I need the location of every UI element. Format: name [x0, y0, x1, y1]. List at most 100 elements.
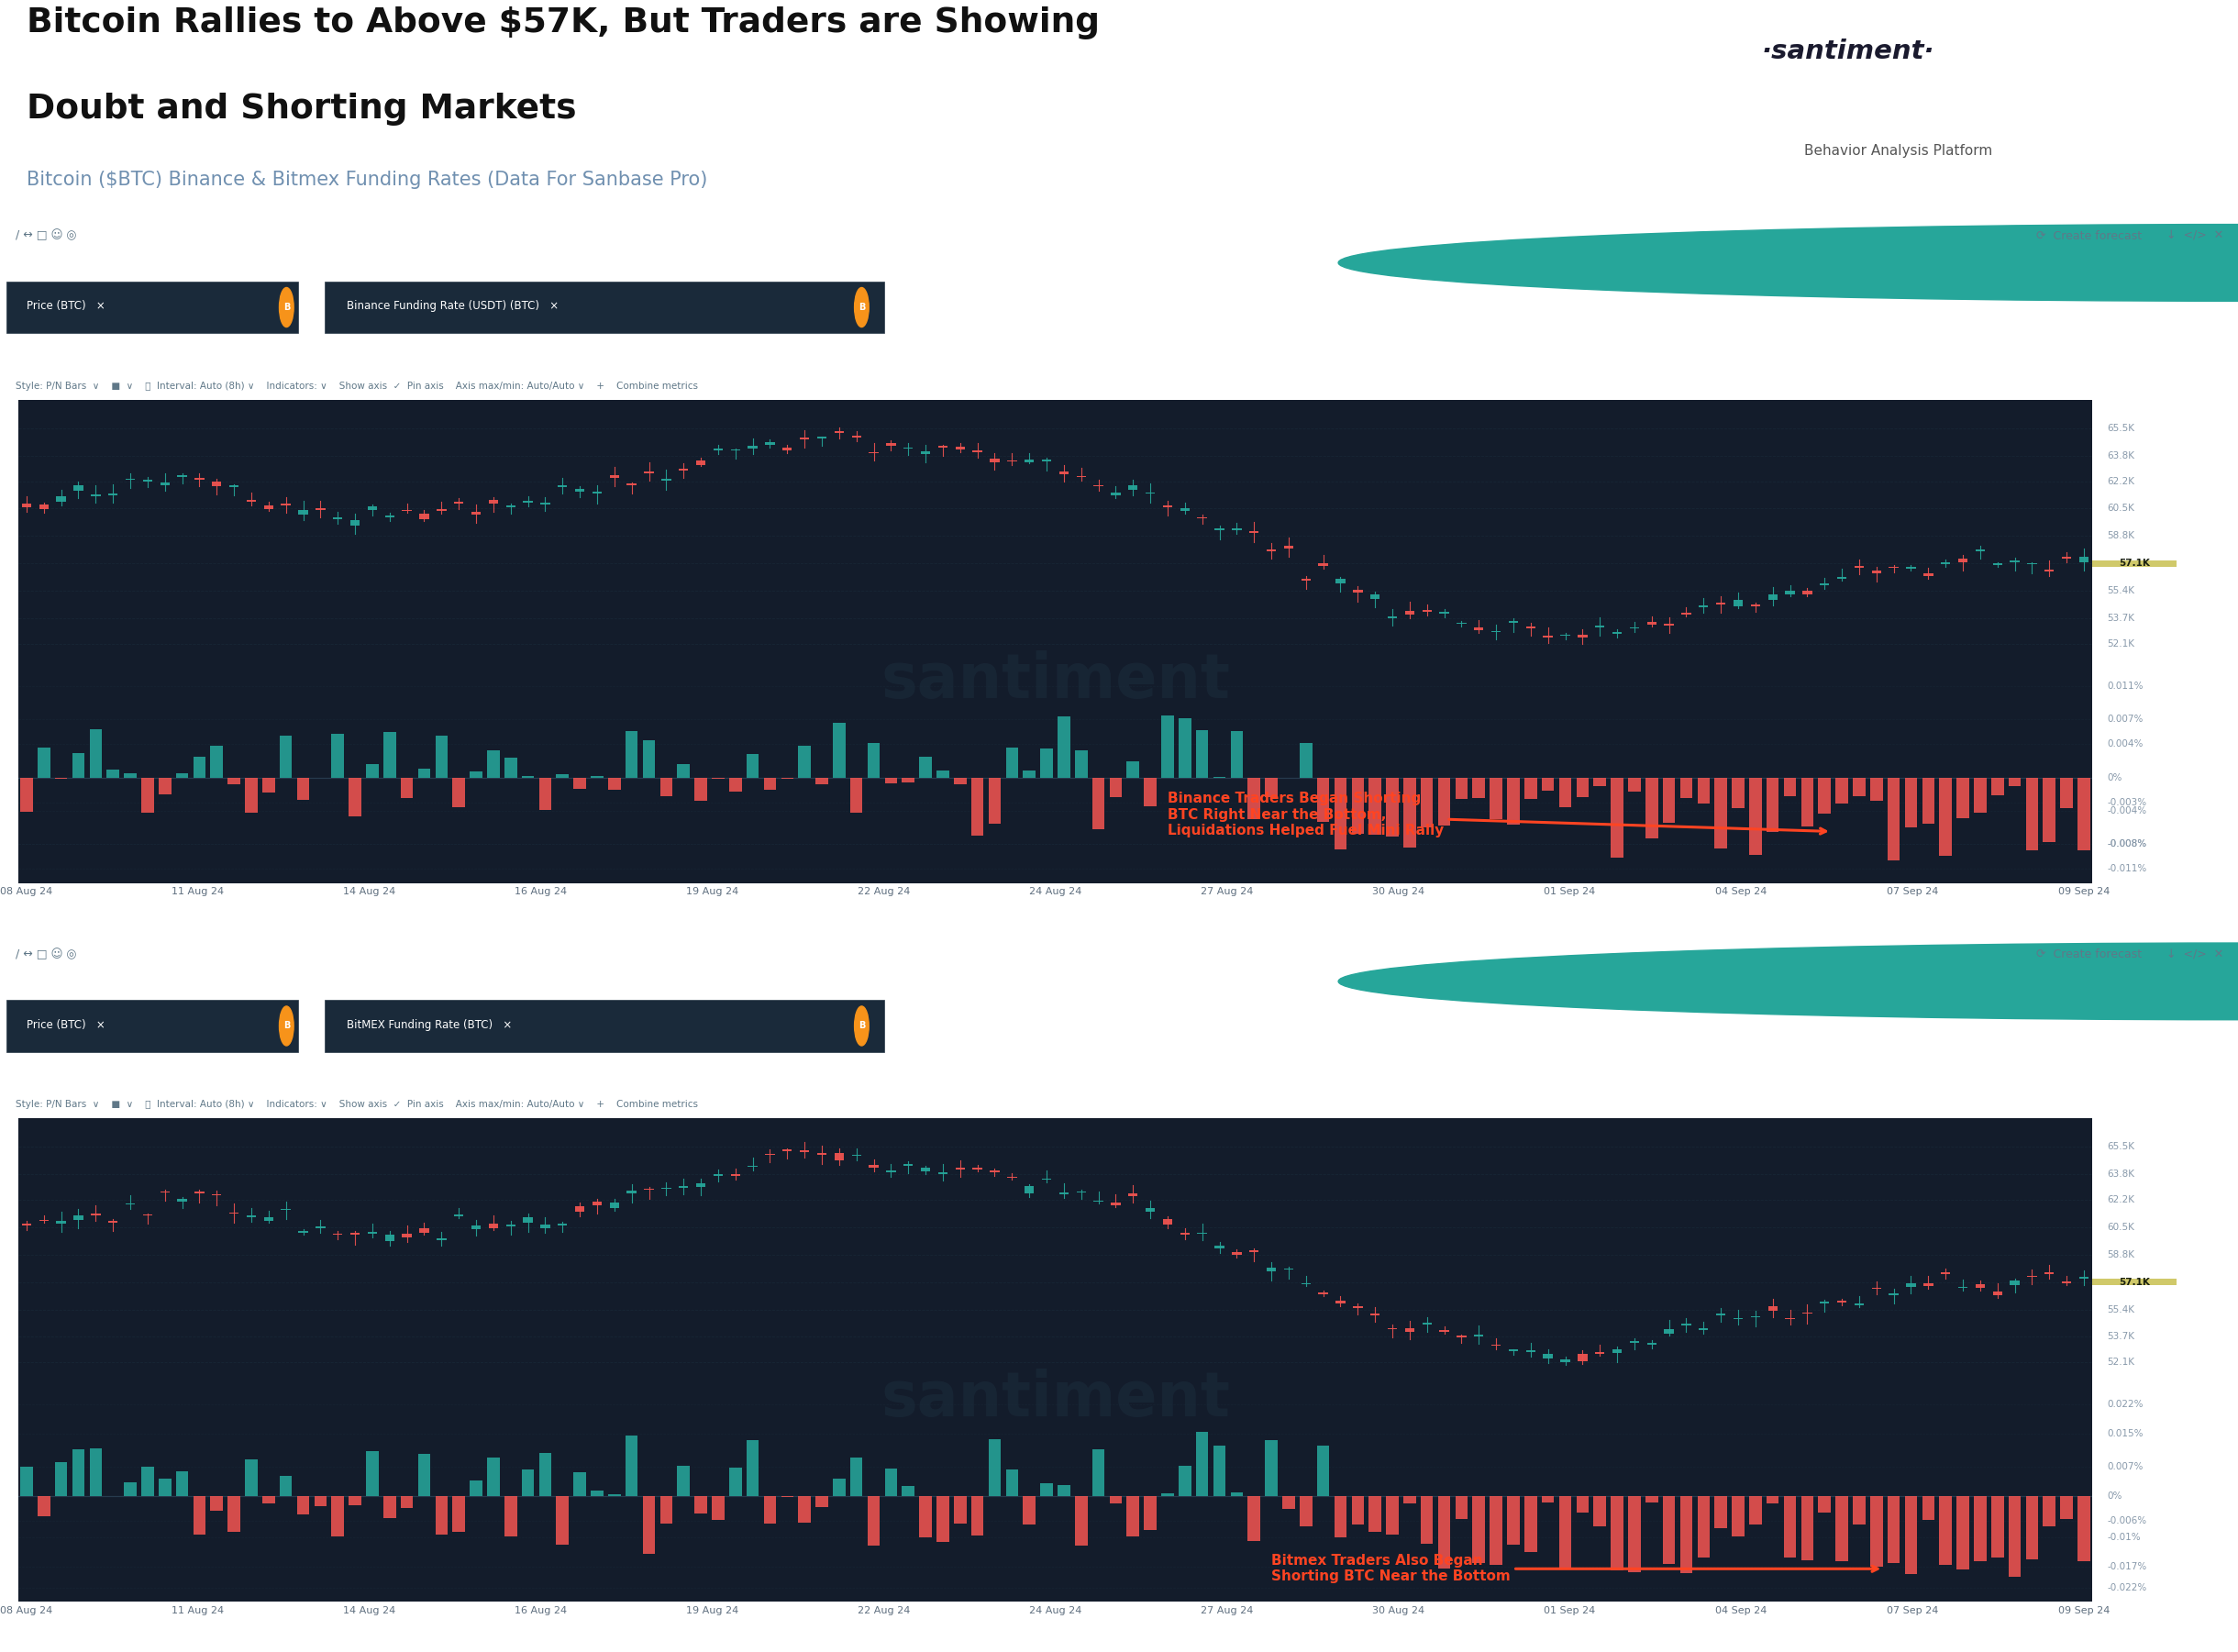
Bar: [351, 520, 360, 525]
Circle shape: [1338, 943, 2238, 1019]
Circle shape: [855, 1006, 868, 1046]
Bar: [1576, 1497, 1589, 1513]
Bar: [2079, 557, 2088, 562]
Bar: [22, 504, 31, 507]
Bar: [1195, 1432, 1209, 1497]
Bar: [953, 1497, 967, 1523]
Circle shape: [1338, 225, 2238, 301]
Bar: [624, 732, 638, 778]
Bar: [712, 778, 725, 780]
Bar: [642, 740, 656, 778]
Bar: [645, 471, 653, 474]
Circle shape: [855, 287, 868, 327]
Bar: [884, 1469, 897, 1497]
Bar: [1110, 778, 1121, 798]
Bar: [1802, 591, 1813, 595]
Bar: [1766, 1497, 1779, 1503]
Bar: [2093, 560, 2178, 567]
Text: 16 Aug 24: 16 Aug 24: [515, 1606, 566, 1616]
Text: 0%: 0%: [2108, 1492, 2122, 1500]
Text: santiment: santiment: [880, 1368, 1231, 1429]
Bar: [1817, 778, 1831, 813]
Bar: [696, 461, 705, 464]
Bar: [1059, 717, 1070, 778]
Bar: [1734, 600, 1743, 606]
Bar: [1025, 1186, 1034, 1193]
Bar: [1784, 778, 1797, 796]
Bar: [107, 494, 119, 496]
Bar: [1267, 550, 1276, 552]
Bar: [1005, 747, 1018, 778]
Bar: [1285, 547, 1294, 548]
Text: 57.1K: 57.1K: [2119, 1277, 2151, 1287]
Bar: [521, 1469, 535, 1497]
Bar: [1300, 1497, 1311, 1526]
Bar: [1249, 778, 1260, 819]
Bar: [1023, 1497, 1036, 1525]
Bar: [262, 1497, 275, 1503]
Bar: [401, 1497, 414, 1508]
Bar: [696, 1183, 705, 1188]
Text: -0.004%: -0.004%: [2108, 806, 2146, 816]
Text: 0.007%: 0.007%: [2108, 715, 2144, 724]
Bar: [1370, 595, 1381, 598]
Bar: [488, 750, 499, 778]
Bar: [1110, 1203, 1121, 1206]
Bar: [1473, 778, 1486, 798]
Bar: [1560, 1360, 1571, 1363]
Text: 22 Aug 24: 22 Aug 24: [857, 1606, 911, 1616]
Bar: [884, 778, 897, 783]
Bar: [920, 451, 931, 454]
Bar: [262, 778, 275, 793]
Bar: [123, 773, 137, 778]
Bar: [1696, 778, 1710, 805]
Bar: [799, 747, 810, 778]
Bar: [1576, 778, 1589, 798]
Text: 0.022%: 0.022%: [2108, 1401, 2144, 1409]
Bar: [472, 512, 481, 514]
Text: 27 Aug 24: 27 Aug 24: [1200, 887, 1253, 897]
Circle shape: [280, 1006, 293, 1046]
Bar: [1802, 778, 1813, 826]
Bar: [419, 768, 430, 778]
Bar: [1110, 492, 1121, 496]
Bar: [1144, 1497, 1157, 1530]
Bar: [974, 1168, 982, 1170]
Text: -0.008%: -0.008%: [2108, 839, 2146, 849]
Bar: [192, 1497, 206, 1535]
Text: 01 Sep 24: 01 Sep 24: [1544, 1606, 1596, 1616]
Bar: [331, 1497, 345, 1536]
Text: 58.8K: 58.8K: [2108, 1251, 2135, 1259]
Bar: [747, 446, 756, 449]
Text: Binance Funding Rate (USDT) (BTC)   ×: Binance Funding Rate (USDT) (BTC) ×: [347, 301, 560, 312]
Bar: [1578, 1355, 1587, 1361]
Bar: [56, 1462, 67, 1497]
Bar: [1714, 778, 1728, 849]
Bar: [419, 1227, 430, 1232]
Bar: [1992, 778, 2003, 795]
Text: 60.5K: 60.5K: [2108, 504, 2135, 514]
Bar: [1264, 1441, 1278, 1497]
Bar: [325, 999, 884, 1052]
Bar: [1282, 1497, 1296, 1508]
Bar: [1940, 562, 1949, 565]
Bar: [539, 1454, 551, 1497]
Bar: [904, 1163, 913, 1166]
Bar: [1162, 1493, 1173, 1497]
Bar: [609, 1203, 620, 1208]
Text: -0.003%: -0.003%: [2108, 798, 2146, 806]
Bar: [74, 1216, 83, 1219]
Bar: [763, 1497, 777, 1523]
Bar: [298, 778, 309, 800]
Bar: [763, 778, 777, 790]
Text: Behavior Analysis Platform: Behavior Analysis Platform: [1804, 144, 1992, 157]
Bar: [1766, 778, 1779, 833]
Bar: [419, 514, 430, 519]
Text: 0%: 0%: [2108, 773, 2122, 781]
Bar: [72, 753, 85, 778]
Text: santiment: santiment: [880, 649, 1231, 710]
Bar: [161, 482, 170, 486]
Text: -0.006%: -0.006%: [2108, 1517, 2146, 1525]
Text: 55.4K: 55.4K: [2108, 586, 2135, 595]
Text: 62.2K: 62.2K: [2108, 1196, 2135, 1204]
